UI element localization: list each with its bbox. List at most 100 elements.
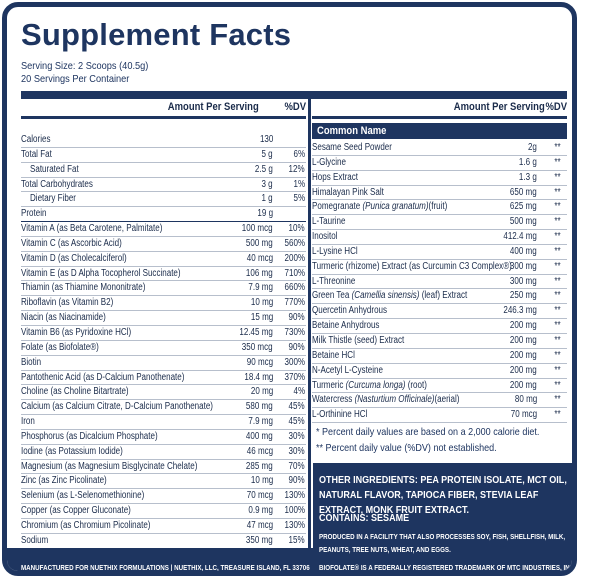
- nutrient-dv: 730%: [284, 326, 305, 338]
- facts-row: Vitamin C (as Ascorbic Acid) 500 mg 560%: [21, 237, 306, 252]
- left-facts-column: Amount Per Serving %DV Calories 130 Total …: [21, 99, 306, 564]
- nutrient-dv: 12%: [288, 163, 305, 175]
- nutrient-dv: 45%: [288, 416, 305, 428]
- facts-row: Vitamin A (as Beta Carotene, Palmitate) 1…: [21, 222, 306, 237]
- facts-row: Selenium (as L-Selenomethionine) 70 mcg 13…: [21, 489, 306, 505]
- nutrient-name: Zinc (as Zinc Picolinate): [21, 475, 107, 487]
- nutrient-name: Sodium: [21, 534, 49, 546]
- nutrient-amount: 106 mg: [246, 267, 273, 279]
- facts-row: Watercress (Nasturtium Officinale)(aeria…: [312, 393, 567, 409]
- facts-row: Niacin (as Niacinamide) 15 mg 90%: [21, 311, 306, 326]
- nutrient-name: Saturated Fat: [30, 163, 79, 175]
- nutrient-amount: 80 mg: [514, 394, 537, 406]
- facts-row: Green Tea (Camellia sinensis) (leaf) Ext…: [312, 289, 567, 305]
- nutrient-amount: 46 mcg: [246, 445, 273, 457]
- nutrient-dv: 5%: [293, 193, 305, 205]
- left-column-header: Amount Per Serving %DV: [21, 99, 306, 119]
- nutrient-name: Vitamin B6 (as Pyridoxine HCl): [21, 326, 132, 338]
- nutrient-amount: 130: [259, 134, 273, 145]
- nutrient-name: Total Carbohydrates: [21, 178, 93, 190]
- nutrient-name: Riboflavin (as Vitamin B2): [21, 297, 114, 309]
- nutrient-name: Copper (as Copper Gluconate): [21, 505, 131, 517]
- nutrient-dv: 370%: [284, 371, 305, 383]
- nutrient-amount: 350 mcg: [242, 341, 273, 353]
- facts-row: Inositol 412.4 mg **: [312, 230, 567, 245]
- nutrient-amount: 500 mg: [246, 237, 273, 249]
- nutrient-dv: **: [554, 171, 561, 183]
- nutrient-dv: 30%: [288, 430, 305, 442]
- nutrient-amount: 625 mg: [510, 201, 537, 213]
- facts-row: Total Fat 5 g 6%: [21, 148, 306, 163]
- nutrient-amount: 7.9 mg: [248, 416, 273, 428]
- facts-row: Choline (as Choline Bitartrate) 20 mg 4%: [21, 385, 306, 401]
- nutrient-name: Total Fat: [21, 148, 52, 160]
- nutrient-name: Betaine HCl: [312, 349, 355, 361]
- nutrient-amount: 200 mg: [510, 349, 537, 361]
- nutrient-name: Vitamin A (as Beta Carotene, Palmitate): [21, 223, 163, 235]
- facts-row: Hops Extract 1.3 g **: [312, 171, 567, 186]
- manufacturer-bar: MANUFACTURED FOR NUETHIX FORMULATIONS | …: [7, 548, 313, 571]
- facts-row: Iodine (as Potassium Iodide) 46 mcg 30%: [21, 445, 306, 460]
- nutrient-dv: 10%: [288, 223, 305, 235]
- nutrient-dv: 90%: [288, 341, 305, 353]
- nutrient-dv: **: [554, 320, 561, 332]
- facts-row: Sesame Seed Powder 2g **: [312, 141, 567, 156]
- nutrient-name: L-Lysine HCl: [312, 245, 358, 257]
- facts-row: Betaine Anhydrous 200 mg **: [312, 319, 567, 334]
- facts-row: Turmeric (rhizome) Extract (as Curcumin …: [312, 260, 567, 275]
- facts-row: Vitamin D (as Cholecalciferol) 40 mcg 200%: [21, 252, 306, 267]
- nutrient-name: Hops Extract: [312, 171, 358, 183]
- nutrient-dv: **: [554, 290, 561, 302]
- nutrient-dv: **: [554, 409, 561, 421]
- facts-row: N-Acetyl L-Cysteine 200 mg **: [312, 364, 567, 379]
- nutrient-dv: 4%: [293, 386, 305, 398]
- nutrient-name: L-Orthinine HCl: [312, 409, 368, 421]
- facts-row: Vitamin E (as D Alpha Tocopherol Succina…: [21, 267, 306, 282]
- nutrient-name: N-Acetyl L-Cysteine: [312, 364, 383, 376]
- nutrient-name: Chromium (as Chromium Picolinate): [21, 519, 151, 531]
- nutrient-amount: 1.3 g: [519, 171, 537, 183]
- nutrient-amount: 70 mcg: [510, 409, 537, 421]
- nutrient-name: Calories: [21, 134, 51, 145]
- nutrient-amount: 5 g: [261, 148, 273, 160]
- nutrient-amount: 40 mcg: [246, 252, 273, 264]
- nutrient-amount: 10 mg: [250, 475, 273, 487]
- nutrient-amount: 2g: [528, 142, 537, 153]
- right-facts-rows: Sesame Seed Powder 2g ** L-Glycine 1.6 g ** Ho…: [312, 141, 567, 424]
- nutrient-amount: 15 mg: [250, 312, 273, 324]
- servings-per-container: 20 Servings Per Container: [21, 73, 130, 85]
- nutrient-dv: **: [554, 156, 561, 168]
- nutrient-dv: **: [554, 349, 561, 361]
- nutrient-dv: 15%: [288, 534, 305, 546]
- facility-warning: PRODUCED IN A FACILITY THAT ALSO PROCESS…: [319, 532, 566, 554]
- nutrient-name: Vitamin E (as D Alpha Tocopherol Succina…: [21, 267, 181, 279]
- facts-row: Total Carbohydrates 3 g 1%: [21, 178, 306, 193]
- nutrient-amount: 20 mg: [250, 386, 273, 398]
- nutrient-dv: 6%: [293, 148, 305, 160]
- facts-row: Himalayan Pink Salt 650 mg **: [312, 186, 567, 201]
- nutrient-name: L-Threonine: [312, 275, 356, 287]
- facts-row: Folate (as Biofolate®) 350 mcg 90%: [21, 341, 306, 356]
- nutrient-dv: 70%: [288, 460, 305, 472]
- facts-row: L-Lysine HCl 400 mg **: [312, 245, 567, 260]
- nutrient-amount: 200 mg: [510, 364, 537, 376]
- nutrient-name: Betaine Anhydrous: [312, 320, 380, 332]
- common-name-label: Common Name: [317, 125, 387, 137]
- facts-row: L-Orthinine HCl 70 mcg **: [312, 408, 567, 424]
- facts-row: Vitamin B6 (as Pyridoxine HCl) 12.45 mg 73…: [21, 326, 306, 341]
- facts-row: Quercetin Anhydrous 246.3 mg **: [312, 304, 567, 320]
- nutrient-amount: 1.6 g: [519, 156, 537, 168]
- facts-row: Calcium (as Calcium Citrate, D-Calcium P…: [21, 400, 306, 416]
- right-column-header: Amount Per Serving %DV: [312, 99, 567, 119]
- facts-row: Chromium (as Chromium Picolinate) 47 mcg 1…: [21, 519, 306, 534]
- nutrient-dv: **: [554, 231, 561, 243]
- nutrient-dv: **: [554, 379, 561, 391]
- nutrient-name: Magnesium (as Magnesium Bisglycinate Che…: [21, 460, 198, 472]
- facts-row: Copper (as Copper Gluconate) 0.9 mg 100%: [21, 504, 306, 519]
- nutrient-name: Inositol: [312, 231, 338, 243]
- facts-row: Biotin 90 mcg 300%: [21, 356, 306, 371]
- nutrient-amount: 400 mg: [246, 430, 273, 442]
- nutrient-dv: **: [554, 364, 561, 376]
- left-facts-rows: Calories 130 Total Fat 5 g 6% Saturated Fat 2.…: [21, 133, 306, 564]
- nutrient-amount: 70 mcg: [246, 490, 273, 502]
